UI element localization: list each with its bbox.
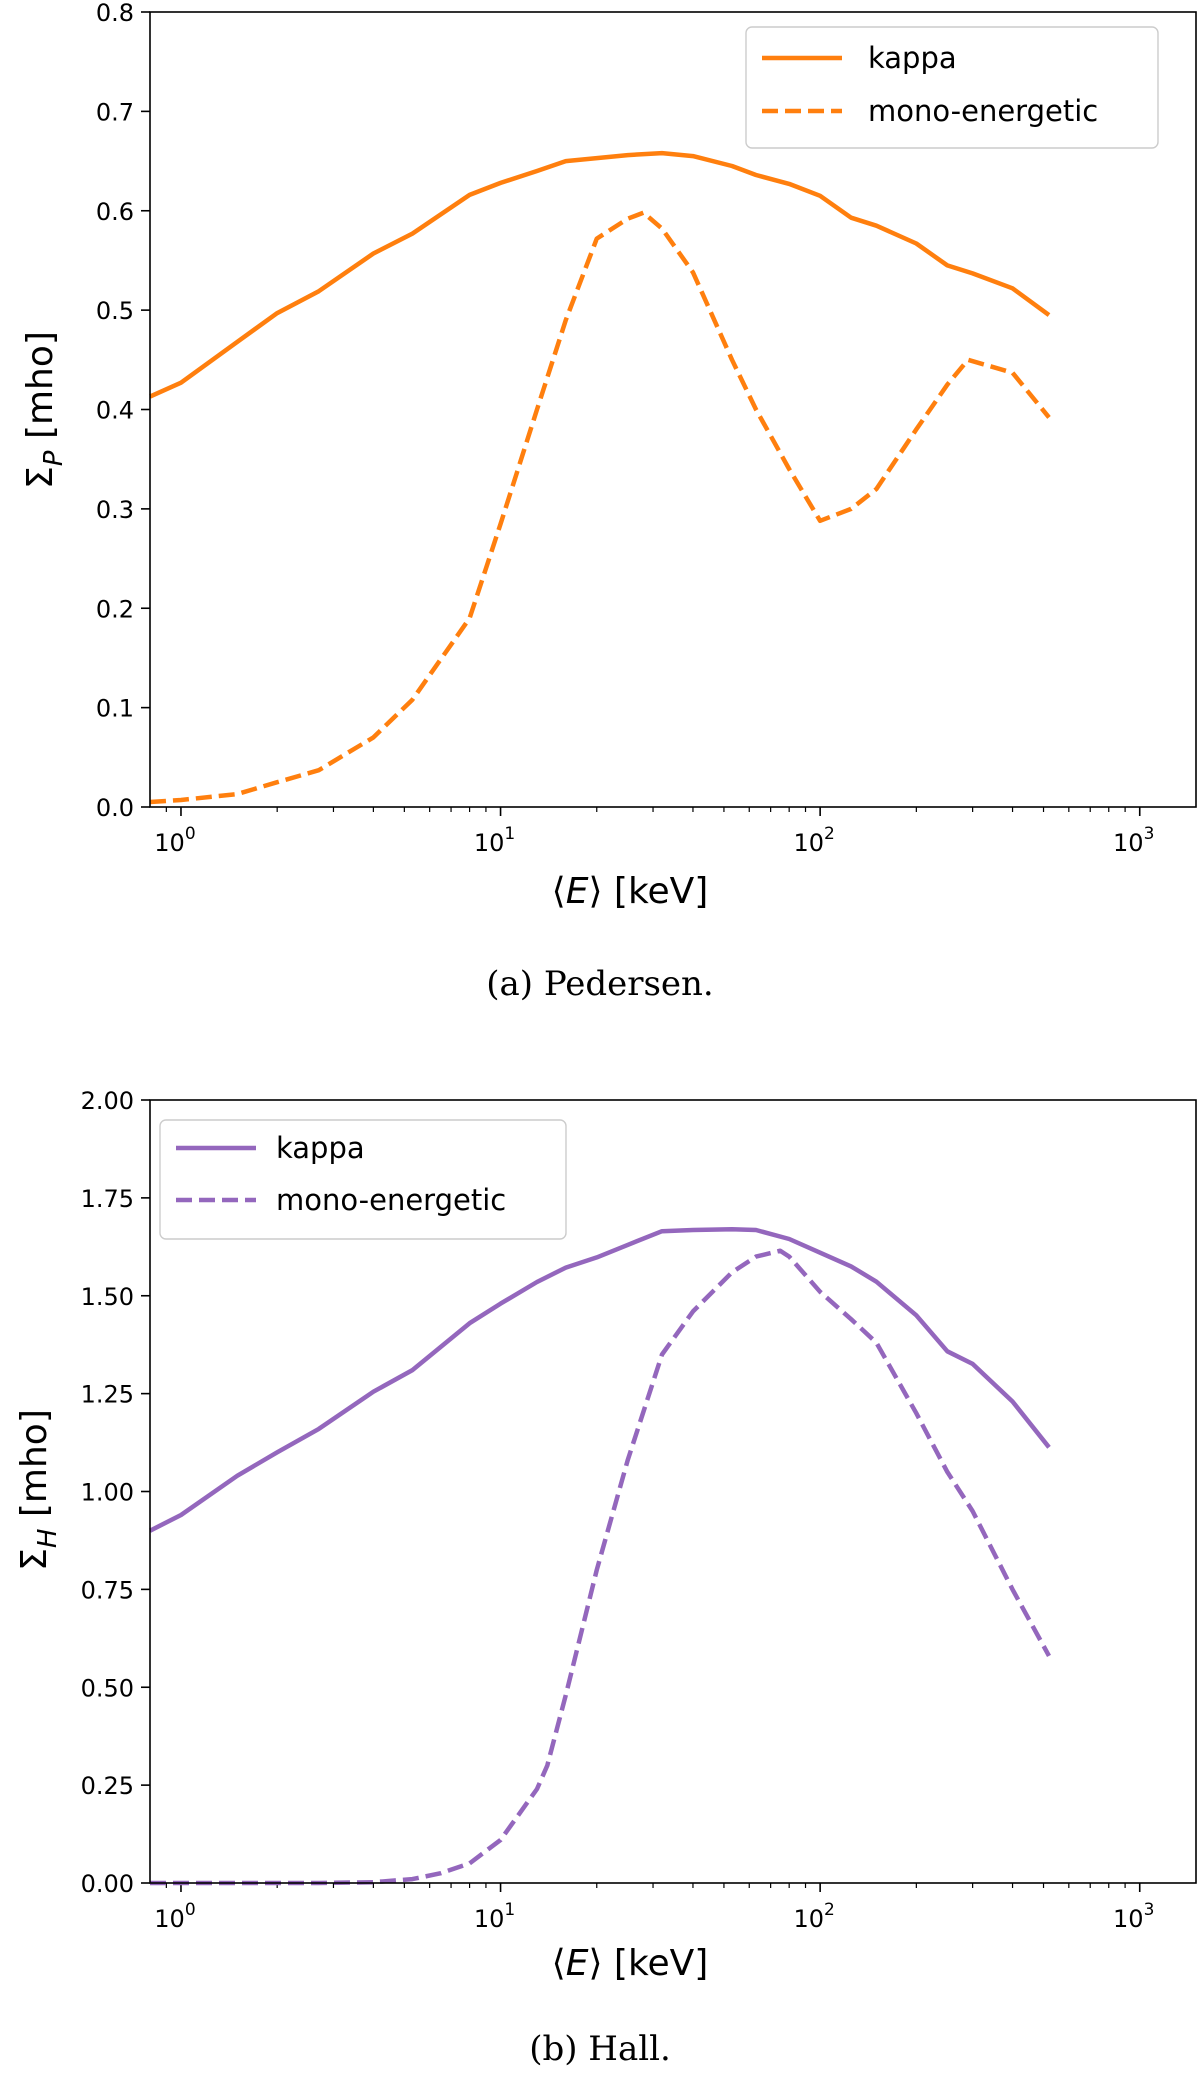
panel-b-x-tick-label: 102 [793,1900,834,1933]
panel-b-legend-mono-label: mono-energetic [276,1183,506,1217]
panel-a-y-tick-label: 0.2 [96,595,134,623]
panel-b-y-ticks: 0.00 0.25 0.50 0.75 1.00 1.25 1.50 1.75 2.00 [81,1087,150,1898]
panel-a-x-tick-label: 103 [1113,824,1154,857]
panel-a-y-tick-label: 0.7 [96,98,134,126]
panel-a-y-tick-label: 0.4 [96,397,134,425]
panel-a-series-kappa-line [149,150,1051,399]
panel-b-frame [149,1099,1197,1884]
panel-a-x-axis-label: ⟨E⟩ [keV] [552,871,709,912]
panel-b-y-tick-label: 1.25 [81,1381,134,1409]
panel-b-series-kappa-line [148,1226,1051,1533]
panel-b-x-tick-label: 103 [1113,1900,1154,1933]
panel-b-y-tick-label: 0.50 [81,1674,134,1702]
panel-a-legend-mono-label: mono-energetic [868,94,1098,128]
panel-a-caption: (a) Pedersen. [486,964,714,1004]
panel-b-legend-box [159,1119,567,1240]
panel-b-caption: (b) Hall. [529,2029,671,2069]
panel-b-series-mono-energetic-line [150,1248,1051,1886]
panel-a-y-tick-label: 0.1 [96,695,134,723]
panel-a-frame [149,11,1197,808]
panel-b-x-axis-label: ⟨E⟩ [keV] [552,1943,709,1984]
panel-a-series [149,150,1051,805]
panel-a-y-tick-label: 0.5 [96,297,134,325]
panel-a-legend: kappa mono-energetic [745,26,1159,149]
panel-a-legend-kappa-label: kappa [868,41,957,75]
panel-b-y-tick-label: 1.75 [81,1185,134,1213]
panel-b-x-ticks: 100 101 102 103 [154,1883,1154,1933]
panel-a-legend-box [745,26,1159,149]
panel-a-x-tick-label: 102 [793,824,834,857]
panel-b-y-tick-label: 0.00 [81,1870,134,1898]
panel-b: 0.00 0.25 0.50 0.75 1.00 1.25 1.50 1.75 2.00 100… [14,1087,1197,2069]
panel-a-series-mono-energetic-line [149,210,1051,805]
panel-a-y-tick-label: 0.3 [96,496,134,524]
panel-a-y-tick-label: 0.0 [96,794,134,822]
panel-a-y-axis-label: ΣP [mho] [20,331,69,489]
panel-b-legend: kappa mono-energetic [159,1119,567,1240]
panel-a-y-ticks: 0.0 0.1 0.2 0.3 0.4 0.5 0.6 0.7 0.8 [96,0,150,822]
panel-b-y-tick-label: 2.00 [81,1087,134,1115]
panel-b-x-tick-label: 100 [154,1900,195,1933]
panel-b-y-tick-label: 0.75 [81,1576,134,1604]
panel-a-x-tick-label: 101 [474,824,515,857]
panel-b-y-tick-label: 1.00 [81,1479,134,1507]
panel-b-y-axis-label: ΣH [mho] [14,1409,63,1571]
panel-b-x-tick-label: 101 [474,1900,515,1933]
panel-a-x-tick-label: 100 [154,824,195,857]
panel-b-series [148,1226,1051,1886]
panel-a-x-ticks: 100 101 102 103 [154,807,1154,857]
panel-b-legend-kappa-label: kappa [276,1131,365,1165]
panel-b-y-tick-label: 1.50 [81,1283,134,1311]
panel-a-y-tick-label: 0.8 [96,0,134,27]
panel-a: 0.0 0.1 0.2 0.3 0.4 0.5 0.6 0.7 0.8 100 101 102 103… [20,0,1197,1004]
panel-a-y-tick-label: 0.6 [96,198,134,226]
panel-b-y-tick-label: 0.25 [81,1772,134,1800]
